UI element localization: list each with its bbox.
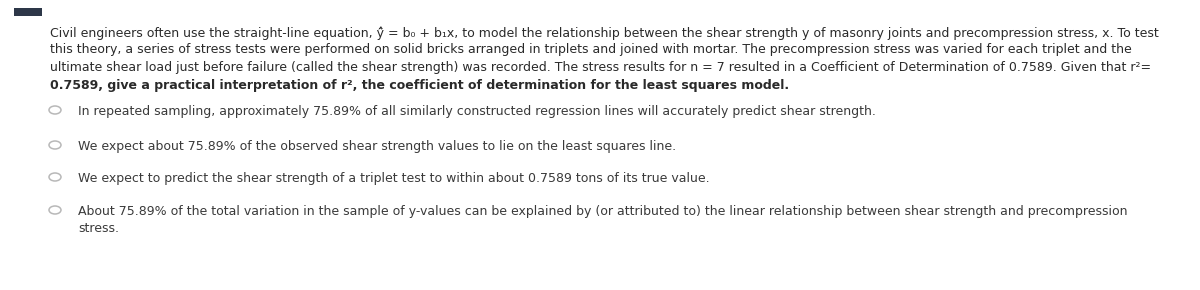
Text: ultimate shear load just before failure (called the shear strength) was recorded: ultimate shear load just before failure …	[50, 61, 1151, 74]
Text: About 75.89% of the total variation in the sample of y-values can be explained b: About 75.89% of the total variation in t…	[78, 205, 1128, 218]
FancyBboxPatch shape	[14, 8, 42, 16]
Text: this theory, a series of stress tests were performed on solid bricks arranged in: this theory, a series of stress tests we…	[50, 44, 1132, 57]
Text: We expect to predict the shear strength of a triplet test to within about 0.7589: We expect to predict the shear strength …	[78, 172, 709, 185]
Text: stress.: stress.	[78, 222, 119, 235]
Text: Civil engineers often use the straight-line equation, ŷ̂ = b₀ + b₁x, to model th: Civil engineers often use the straight-l…	[50, 26, 1159, 39]
Text: In repeated sampling, approximately 75.89% of all similarly constructed regressi: In repeated sampling, approximately 75.8…	[78, 105, 876, 118]
Text: 0.7589, give a practical interpretation of r², the coefficient of determination : 0.7589, give a practical interpretation …	[50, 79, 790, 92]
Text: We expect about 75.89% of the observed shear strength values to lie on the least: We expect about 75.89% of the observed s…	[78, 140, 676, 153]
